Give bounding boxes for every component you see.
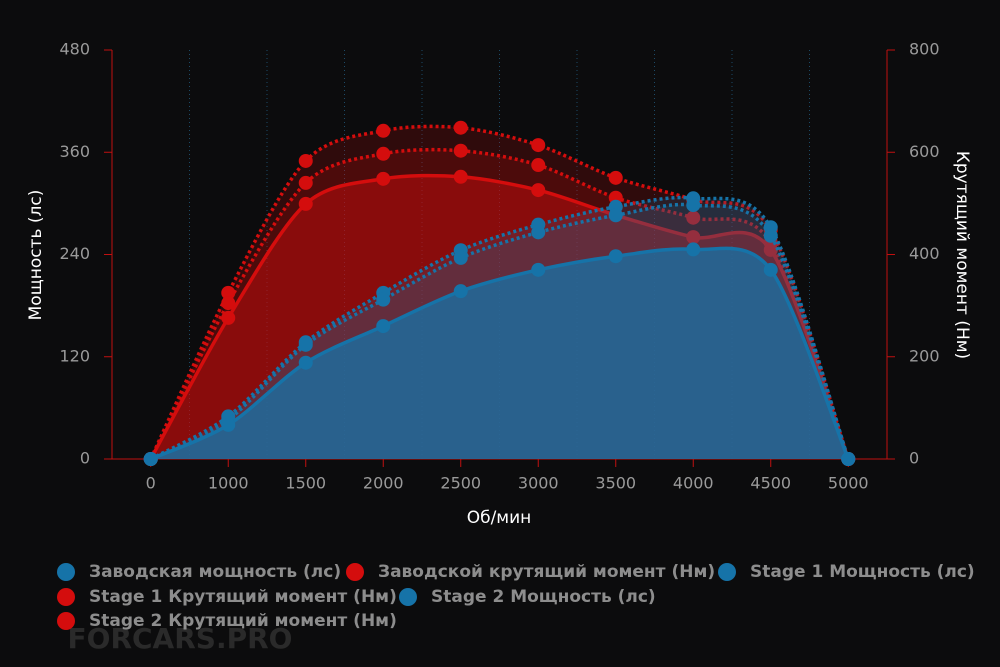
x-tick-label: 0	[146, 474, 156, 493]
x-tick-label: 1000	[208, 474, 249, 493]
y2-tick-label: 600	[909, 142, 940, 161]
point	[376, 319, 391, 334]
x-tick-label: 2500	[440, 474, 481, 493]
point	[686, 198, 701, 213]
point	[298, 175, 313, 190]
y-tick-label: 120	[59, 346, 90, 365]
legend-label: Stage 1 Крутящий момент (Нм)	[89, 587, 397, 607]
y2-tick-label: 800	[909, 40, 940, 59]
point	[531, 262, 546, 277]
legend-marker	[346, 563, 364, 581]
series-line	[149, 173, 850, 460]
x-tick-label: 4500	[750, 474, 791, 493]
legend-label: Stage 2 Мощность (лс)	[431, 587, 656, 607]
area	[150, 248, 849, 459]
point	[376, 146, 391, 161]
legend-marker	[57, 563, 75, 581]
legend-label: Заводской крутящий момент (Нм)	[378, 562, 715, 582]
point	[221, 296, 236, 311]
y2-tick-label: 400	[909, 244, 940, 263]
point	[298, 337, 313, 352]
y2-axis-title: Крутящий момент (Нм)	[952, 151, 972, 359]
point	[453, 284, 468, 299]
x-tick-label: 5000	[828, 474, 869, 493]
point	[531, 138, 546, 153]
x-tick-label: 3000	[518, 474, 559, 493]
point	[763, 242, 778, 257]
point	[143, 452, 158, 466]
x-tick-label: 3500	[595, 474, 636, 493]
series-line	[149, 124, 850, 460]
point	[453, 120, 468, 135]
y-tick-label: 240	[59, 244, 90, 263]
legend-label: Stage 1 Мощность (лс)	[750, 562, 975, 582]
point	[608, 249, 623, 264]
point	[298, 153, 313, 168]
point	[298, 355, 313, 370]
legend-marker	[57, 588, 75, 606]
point	[376, 171, 391, 186]
point	[453, 143, 468, 158]
x-tick-label: 4000	[673, 474, 714, 493]
point	[531, 225, 546, 240]
point	[763, 228, 778, 243]
y-axis-title: Мощность (лс)	[26, 190, 46, 321]
y-tick-label: 360	[59, 142, 90, 161]
point	[686, 242, 701, 257]
y-tick-label: 480	[59, 40, 90, 59]
point	[453, 169, 468, 184]
point	[763, 262, 778, 277]
legend-label: Заводская мощность (лс)	[89, 562, 341, 582]
legend-marker	[718, 563, 736, 581]
y-tick-label: 0	[80, 449, 90, 468]
series-line	[149, 202, 850, 461]
point	[531, 158, 546, 173]
point	[376, 123, 391, 138]
point	[608, 208, 623, 223]
legend-marker	[57, 612, 75, 630]
point	[453, 250, 468, 265]
y2-tick-label: 200	[909, 346, 940, 365]
x-tick-label: 1500	[285, 474, 326, 493]
point	[686, 230, 701, 245]
point	[531, 183, 546, 198]
legend-marker	[399, 588, 417, 606]
legend-label: Stage 2 Крутящий момент (Нм)	[89, 611, 397, 631]
watermark: FORCARS.PRO	[68, 622, 293, 655]
x-tick-label: 2000	[363, 474, 404, 493]
point	[298, 196, 313, 211]
point	[376, 292, 391, 307]
point	[221, 310, 236, 325]
point	[608, 170, 623, 185]
y2-tick-label: 0	[909, 449, 919, 468]
point	[686, 210, 701, 225]
point	[841, 452, 856, 466]
x-axis-title: Об/мин	[467, 508, 532, 528]
point	[221, 417, 236, 432]
